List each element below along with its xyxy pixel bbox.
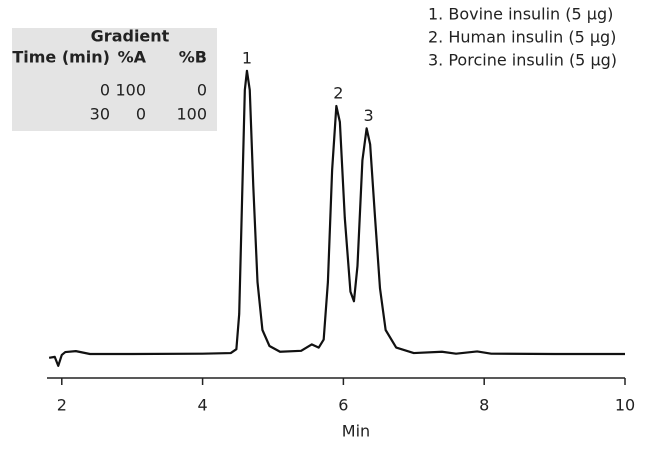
gradient-cell: 0 [136,105,146,124]
legend-entry: 2. Human insulin (5 μg) [428,28,616,47]
gradient-header: %A [118,48,147,67]
x-tick-label: 6 [338,396,348,415]
peak-label: 3 [364,106,374,125]
legend-entry: 1. Bovine insulin (5 μg) [428,5,613,24]
legend-entry: 3. Porcine insulin (5 μg) [428,51,617,70]
gradient-cell: 0 [100,81,110,100]
x-tick-label: 10 [615,396,635,415]
gradient-cell: 30 [90,105,110,124]
peak-label: 1 [242,48,252,67]
gradient-cell: 100 [176,105,207,124]
x-tick-label: 8 [479,396,489,415]
gradient-title: Gradient [91,27,170,46]
gradient-cell: 100 [115,81,146,100]
peak-label: 2 [333,84,343,103]
x-axis-label: Min [342,422,370,441]
gradient-cell: 0 [197,81,207,100]
gradient-header: Time (min) [12,48,110,67]
x-tick-label: 4 [197,396,207,415]
x-tick-label: 2 [57,396,67,415]
gradient-box [12,28,217,131]
trace [48,69,625,367]
gradient-header: %B [179,48,207,67]
